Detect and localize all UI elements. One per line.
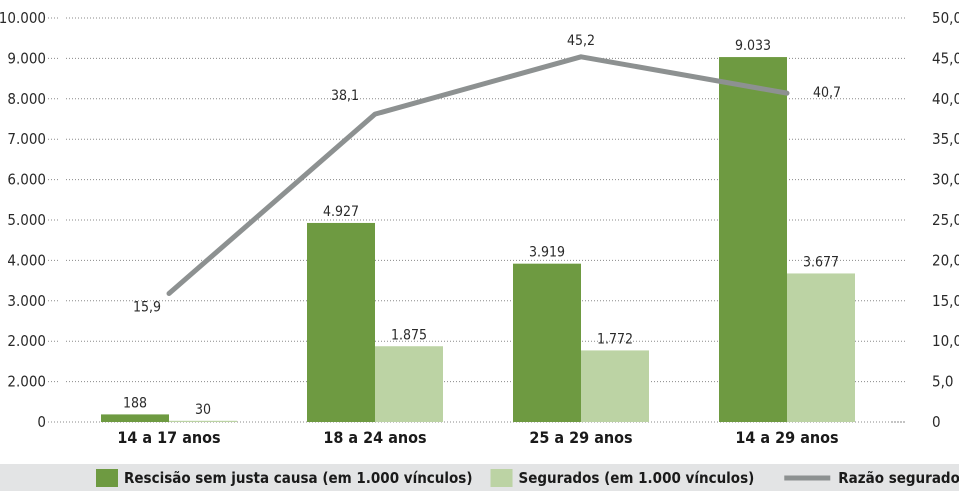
bar-value-label: 1.772 — [597, 331, 633, 347]
right-tick-label: 5,0 — [932, 373, 953, 391]
ratio-line-path — [166, 54, 790, 297]
left-tick-label: 7.000 — [7, 130, 46, 148]
left-tick-label: 10.000 — [0, 9, 46, 27]
legend-label: Segurados (em 1.000 vínculos) — [519, 469, 755, 487]
left-axis: 0 2.000 2.000 3.000 4.000 5.000 6.000 7.000 8.00… — [0, 9, 60, 431]
bar-value-label: 188 — [123, 395, 147, 411]
right-tick-label: 50,0 — [932, 9, 959, 27]
category-label: 14 a 17 anos — [117, 428, 220, 447]
right-tick-label: 30,0 — [932, 171, 959, 189]
right-tick-label: 25,0 — [932, 211, 959, 229]
right-tick-label: 35,0 — [932, 130, 959, 148]
ratio-line — [166, 54, 790, 297]
left-tick-label: 3.000 — [7, 292, 46, 310]
legend-swatch — [96, 469, 118, 487]
bar-value-label: 4.927 — [323, 204, 359, 220]
data-labels: 188 30 4.927 1.875 3.919 1.772 9.033 3.677 15,9 3… — [123, 33, 841, 418]
legend-label: Rescisão sem justa causa (em 1.000 víncu… — [124, 469, 473, 487]
bar-value-label: 3.919 — [529, 245, 565, 261]
category-label: 25 a 29 anos — [529, 428, 632, 447]
category-label: 18 a 24 anos — [323, 428, 426, 447]
right-axis: 0 5,0 10,0 15,0 20,0 25,0 30,0 35,0 40,0 45,0 50,0 — [892, 9, 959, 431]
bar — [787, 273, 855, 422]
legend-label: Razão segurados/rescisões (em %) — [838, 469, 959, 487]
bar — [101, 414, 169, 422]
left-tick-label: 2.000 — [7, 332, 46, 350]
category-labels: 14 a 17 anos 18 a 24 anos 25 a 29 anos 14 a… — [117, 428, 838, 447]
right-tick-label: 45,0 — [932, 49, 959, 67]
right-tick-label: 20,0 — [932, 251, 959, 269]
legend: Rescisão sem justa causa (em 1.000 víncu… — [0, 464, 959, 491]
bars — [101, 57, 855, 422]
bar — [719, 57, 787, 422]
bar-value-label: 3.677 — [803, 254, 839, 270]
right-tick-label: 0 — [932, 413, 941, 431]
bar-value-label: 30 — [195, 402, 211, 418]
right-tick-label: 40,0 — [932, 90, 959, 108]
ratio-value-label: 38,1 — [331, 88, 359, 104]
left-tick-label: 5.000 — [7, 211, 46, 229]
bar — [169, 420, 237, 422]
left-tick-label: 4.000 — [7, 251, 46, 269]
left-tick-label: 6.000 — [7, 171, 46, 189]
bar-value-label: 9.033 — [735, 38, 771, 54]
left-tick-label: 2.000 — [7, 373, 46, 391]
left-tick-label: 9.000 — [7, 49, 46, 67]
category-label: 14 a 29 anos — [735, 428, 838, 447]
bar — [375, 346, 443, 422]
bar-value-label: 1.875 — [391, 327, 427, 343]
left-tick-label: 8.000 — [7, 90, 46, 108]
right-tick-label: 15,0 — [932, 292, 959, 310]
ratio-value-label: 45,2 — [567, 33, 595, 49]
left-tick-label: 0 — [37, 413, 46, 431]
ratio-value-label: 15,9 — [133, 300, 161, 316]
bar — [513, 263, 581, 422]
bar — [581, 350, 649, 422]
right-tick-label: 10,0 — [932, 332, 959, 350]
ratio-value-label: 40,7 — [813, 85, 841, 101]
legend-swatch — [490, 469, 513, 487]
bar — [307, 222, 375, 422]
